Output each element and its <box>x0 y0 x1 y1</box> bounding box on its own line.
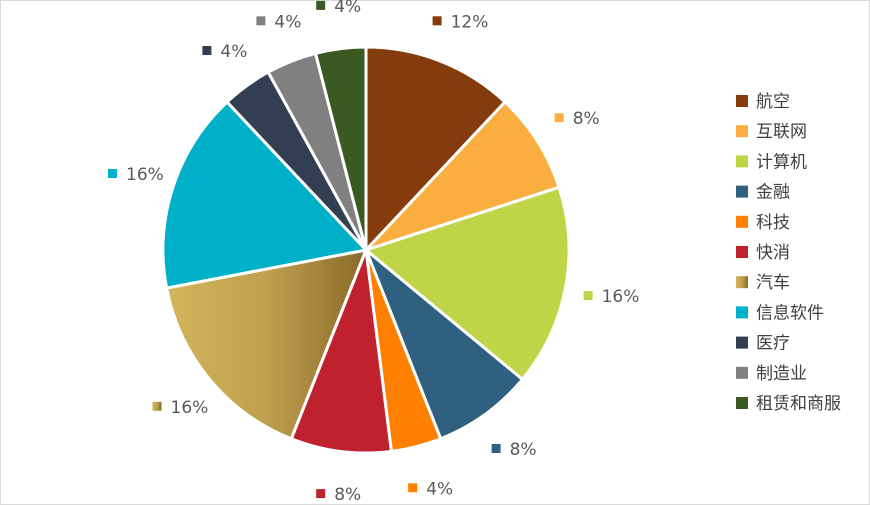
legend-label: 租赁和商服 <box>756 394 841 414</box>
data-label-text: 4% <box>274 12 301 32</box>
data-label-marker <box>432 16 442 26</box>
legend-label: 汽车 <box>756 273 790 293</box>
legend-label: 医疗 <box>756 334 790 354</box>
legend-swatch <box>736 215 748 228</box>
data-label-租赁和商服: 4% <box>316 0 361 17</box>
data-label-互联网: 8% <box>554 109 600 129</box>
data-label-text: 12% <box>451 12 489 32</box>
data-label-marker <box>152 401 162 411</box>
data-label-marker <box>256 16 266 26</box>
slice-信息软件 <box>161 100 368 290</box>
data-label-航空: 12% <box>432 12 489 32</box>
data-label-text: 16% <box>602 287 640 307</box>
data-label-marker <box>316 489 326 499</box>
legend-item-医疗: 医疗 <box>736 334 790 354</box>
data-label-text: 8% <box>510 440 537 460</box>
data-label-text: 4% <box>220 42 247 62</box>
pie-slices <box>161 45 571 455</box>
data-label-text: 16% <box>171 398 209 418</box>
legend-swatch <box>736 276 748 289</box>
legend-swatch <box>736 397 748 409</box>
data-label-text: 4% <box>426 479 453 499</box>
data-label-汽车: 16% <box>152 398 209 418</box>
data-labels: 12% 8% 16% 8% 4% 8% 16% 16% 4% 4% 4% <box>108 0 639 505</box>
slice-租赁和商服 <box>314 45 368 252</box>
data-label-text: 8% <box>573 109 600 129</box>
legend-label: 快消 <box>756 243 790 263</box>
legend-label: 科技 <box>756 213 790 233</box>
legend-item-制造业: 制造业 <box>736 364 807 384</box>
legend-swatch <box>736 306 748 319</box>
slice-计算机 <box>364 185 571 381</box>
data-label-marker <box>491 444 501 453</box>
data-label-marker <box>108 169 117 178</box>
legend-item-航空: 航空 <box>736 92 790 112</box>
legend-item-金融: 金融 <box>736 183 790 203</box>
legend-swatch <box>736 155 748 168</box>
data-label-信息软件: 16% <box>108 165 164 185</box>
legend-label: 航空 <box>756 92 790 112</box>
data-label-金融: 8% <box>491 440 537 460</box>
data-label-医疗: 4% <box>202 42 247 62</box>
legend-label: 计算机 <box>756 152 807 172</box>
data-label-科技: 4% <box>408 479 453 499</box>
legend-item-互联网: 互联网 <box>736 122 807 142</box>
legend-item-汽车: 汽车 <box>736 273 790 293</box>
data-label-text: 8% <box>334 485 361 505</box>
legend-label: 互联网 <box>756 122 807 142</box>
legend-label: 金融 <box>756 183 790 203</box>
data-label-text: 4% <box>334 0 361 17</box>
legend-swatch <box>736 366 748 379</box>
slice-航空 <box>364 45 507 252</box>
legend-swatch <box>736 185 748 198</box>
data-label-快消: 8% <box>316 485 361 505</box>
data-label-marker <box>554 113 564 123</box>
legend-item-快消: 快消 <box>736 243 790 263</box>
data-label-marker <box>408 483 418 493</box>
legend-item-租赁和商服: 租赁和商服 <box>736 394 841 414</box>
slice-互联网 <box>364 100 561 252</box>
data-label-marker <box>583 291 593 301</box>
legend-item-计算机: 计算机 <box>736 152 807 172</box>
slice-汽车 <box>165 248 368 441</box>
legend-swatch <box>736 336 748 349</box>
data-label-计算机: 16% <box>583 287 640 307</box>
data-label-制造业: 4% <box>256 12 301 32</box>
legend-item-科技: 科技 <box>736 213 790 233</box>
slice-快消 <box>289 248 393 455</box>
legend-item-信息软件: 信息软件 <box>736 303 824 323</box>
slice-金融 <box>364 248 524 441</box>
data-label-marker <box>316 0 326 10</box>
data-label-marker <box>202 46 212 55</box>
legend-swatch <box>736 95 748 107</box>
data-label-text: 16% <box>126 165 164 185</box>
legend-label: 制造业 <box>756 364 807 384</box>
legend-swatch <box>736 246 748 258</box>
legend-swatch <box>736 125 748 138</box>
legend-label: 信息软件 <box>756 303 824 323</box>
